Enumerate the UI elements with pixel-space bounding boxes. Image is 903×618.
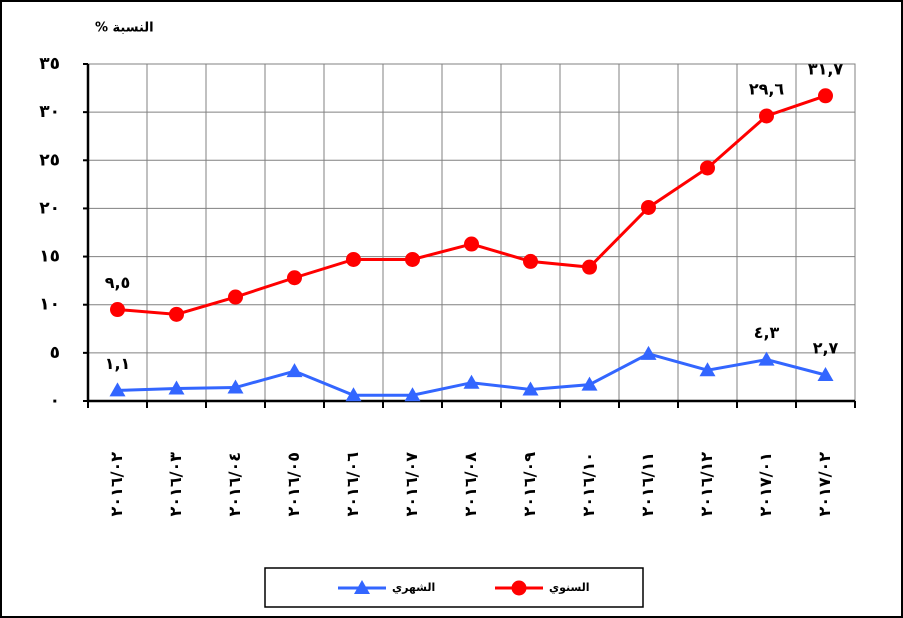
data-label: ٢٩,٦	[749, 79, 785, 98]
data-point	[817, 367, 834, 382]
data-point	[345, 387, 362, 402]
y-tick-label: ٥	[50, 343, 60, 363]
y-tick-label: ٣٥	[39, 54, 60, 74]
data-label: ١,١	[105, 354, 131, 373]
y-axis-title: النسبة %	[95, 21, 154, 36]
x-tick-label: ٢٠١٦/٠٨	[461, 452, 480, 517]
data-point	[169, 306, 184, 322]
data-label: ٤,٣	[754, 323, 780, 342]
x-tick-label: ٢٠١٦/٠٢	[107, 452, 126, 517]
data-point	[287, 270, 302, 286]
data-point	[109, 382, 126, 397]
data-label: ٢,٧	[813, 339, 839, 358]
y-tick-label: ٢٥	[39, 150, 60, 170]
y-tick-label: ١٥	[39, 247, 60, 267]
legend-box	[264, 567, 644, 608]
x-tick-label: ٢٠١٦/١٢	[697, 452, 716, 517]
data-point	[523, 253, 538, 269]
x-tick-label: ٢٠١٧/٠١	[756, 452, 775, 516]
x-tick-label: ٢٠١٦/٠٣	[166, 452, 185, 517]
data-point	[463, 374, 480, 389]
y-tick-label: ١٠	[39, 295, 60, 315]
plot-area	[87, 63, 856, 402]
data-point	[699, 362, 716, 377]
data-point	[346, 251, 361, 267]
x-tick-label: ٢٠١٦/١٠	[579, 452, 598, 516]
x-tick-label: ٢٠١٦/١١	[638, 452, 657, 516]
data-point	[227, 379, 244, 394]
legend-marker	[511, 580, 527, 596]
legend-label: الشهري	[392, 581, 435, 594]
data-point	[404, 387, 421, 402]
data-point	[581, 376, 598, 391]
data-point	[110, 302, 125, 318]
x-tick-label: ٢٠١٧/٠٢	[815, 452, 834, 517]
data-point	[522, 381, 539, 396]
legend-marker	[354, 580, 370, 594]
data-label: ٩,٥	[105, 273, 131, 292]
x-tick-label: ٢٠١٦/٠٧	[402, 452, 421, 517]
data-point	[405, 251, 420, 267]
data-point	[286, 363, 303, 378]
legend-label: السنوي	[549, 581, 590, 594]
data-point	[464, 236, 479, 252]
x-tick-label: ٢٠١٦/٠٤	[225, 452, 244, 516]
x-tick-label: ٢٠١٦/٠٩	[520, 452, 539, 517]
data-point	[582, 259, 597, 275]
y-tick-label: ٠	[50, 391, 60, 411]
data-point	[641, 199, 656, 215]
data-point	[700, 160, 715, 176]
x-tick-label: ٢٠١٦/٠٥	[284, 452, 303, 516]
x-tick-label: ٢٠١٦/٠٦	[343, 452, 362, 517]
data-point	[640, 345, 657, 360]
data-point	[759, 108, 774, 124]
data-point	[758, 351, 775, 366]
data-point	[168, 380, 185, 395]
y-tick-label: ٣٠	[39, 102, 60, 122]
data-point	[818, 88, 833, 104]
data-point	[228, 289, 243, 305]
data-label: ٣١,٧	[808, 59, 844, 78]
y-tick-label: ٢٠	[39, 198, 60, 218]
